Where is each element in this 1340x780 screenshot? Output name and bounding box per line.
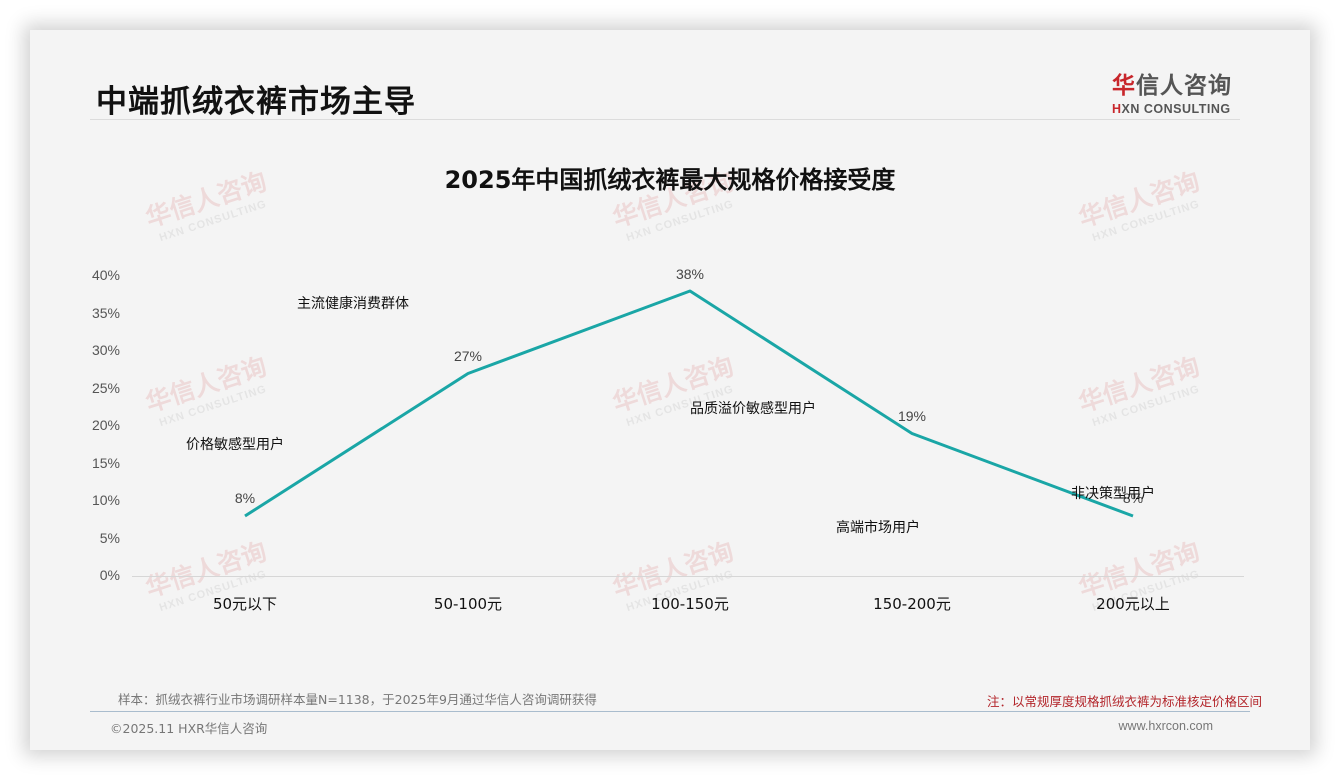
y-tick: 5% [99,530,120,546]
slide-card: 中端抓绒衣裤市场主导 华信人咨询 HXN CONSULTING 华信人咨询 HXN… [30,30,1310,750]
x-label: 100-150元 [651,595,729,613]
title-divider [90,119,1240,120]
footer-divider [90,711,1250,712]
copyright: ©2025.11 HXR华信人咨询 [110,721,268,736]
logo-cn: 华信人咨询 [1112,73,1232,99]
data-label: 19% [897,408,927,424]
source-note: 样本：抓绒衣裤行业市场调研样本量N=1138，于2025年9月通过华信人咨询调研… [118,692,597,707]
x-label: 50元以下 [212,595,278,613]
y-tick: 15% [91,455,120,471]
annotation: 价格敏感型用户 [186,437,284,453]
data-label: 38% [675,266,705,282]
y-tick: 10% [91,492,120,508]
website-link[interactable]: www.hxrcon.com [1118,719,1213,733]
brand-logo: 华信人咨询 HXN CONSULTING [1112,66,1232,116]
annotation: 高端市场用户 [836,520,920,536]
y-tick: 35% [91,305,120,321]
y-tick: 20% [91,417,120,433]
data-label: 8% [234,490,256,506]
x-label: 150-200元 [873,595,951,613]
data-label: 8% [1122,490,1144,506]
y-tick: 40% [91,267,120,283]
x-label: 50-100元 [433,595,503,613]
annotation: 非决策型用户 [1071,486,1155,502]
x-axis-line [132,576,1244,577]
x-label: 200元以上 [1096,595,1170,613]
y-tick: 0% [99,567,120,583]
annotation: 主流健康消费群体 [297,296,409,312]
logo-en: HXN CONSULTING [1112,102,1231,116]
y-tick: 25% [91,380,120,396]
page-title: 中端抓绒衣裤市场主导 [96,84,416,120]
data-label: 27% [453,348,483,364]
y-tick: 30% [91,342,120,358]
line-series [244,289,1134,518]
chart-title: 2025年中国抓绒衣裤最大规格价格接受度 [444,166,896,194]
annotation: 品质溢价敏感型用户 [690,401,816,417]
footnote: 注：以常规厚度规格抓绒衣裤为标准核定价格区间 [986,694,1262,709]
